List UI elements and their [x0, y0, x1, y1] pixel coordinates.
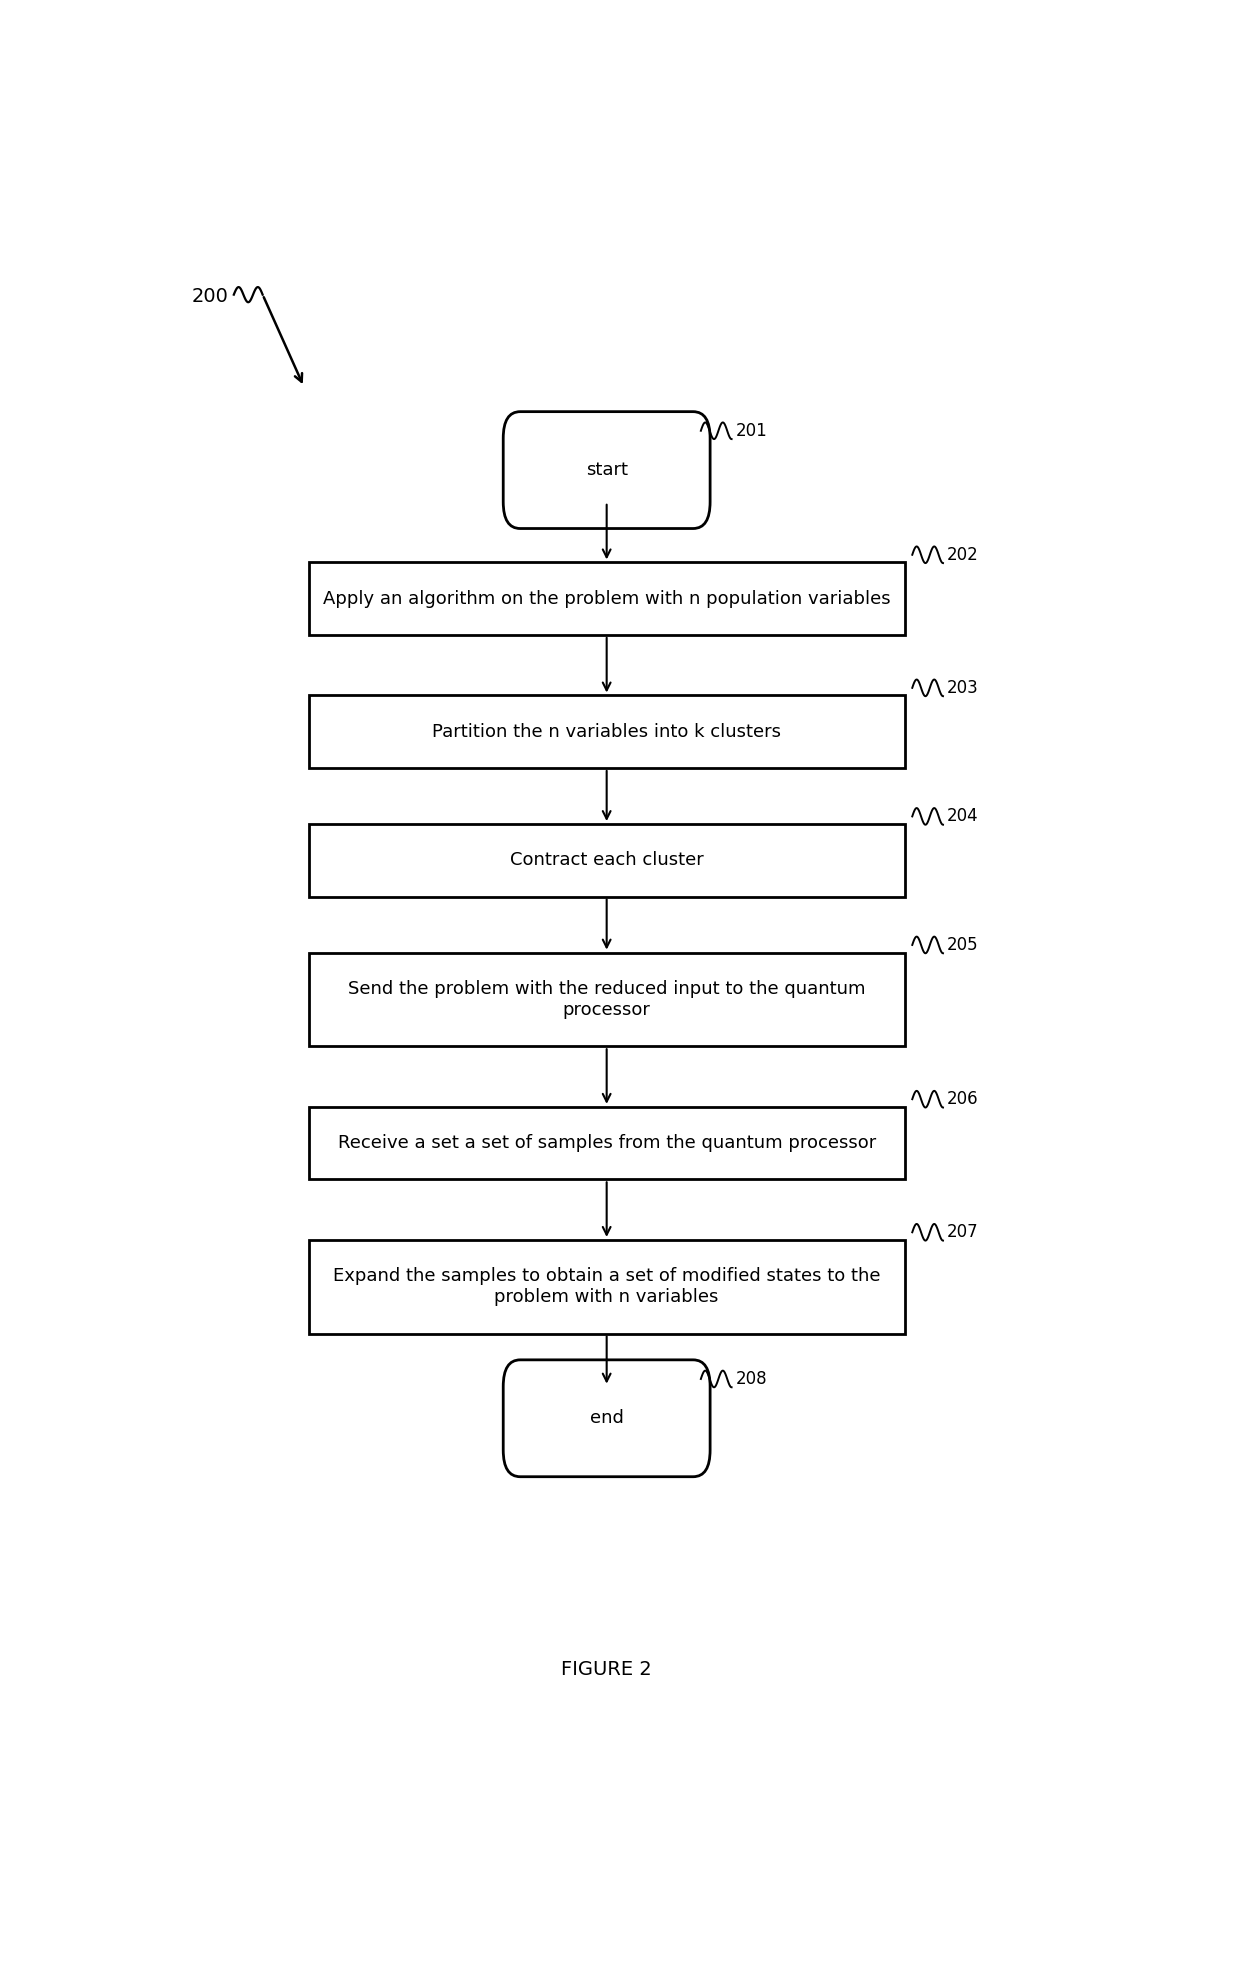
Text: Apply an algorithm on the problem with n population variables: Apply an algorithm on the problem with n…: [322, 589, 890, 607]
Bar: [309, 1239, 905, 1334]
Text: FIGURE 2: FIGURE 2: [562, 1660, 652, 1679]
Text: 208: 208: [735, 1371, 768, 1389]
Text: start: start: [585, 462, 627, 479]
Text: 201: 201: [735, 422, 768, 440]
Text: 204: 204: [947, 807, 978, 825]
Text: Partition the n variables into k clusters: Partition the n variables into k cluster…: [433, 723, 781, 740]
Text: 206: 206: [947, 1090, 978, 1108]
FancyBboxPatch shape: [503, 412, 711, 528]
Bar: [309, 695, 905, 768]
Text: Send the problem with the reduced input to the quantum
processor: Send the problem with the reduced input …: [348, 980, 866, 1019]
Text: 205: 205: [947, 937, 978, 955]
FancyBboxPatch shape: [503, 1359, 711, 1477]
Text: 203: 203: [947, 680, 978, 697]
Text: 202: 202: [947, 546, 978, 564]
Text: Receive a set a set of samples from the quantum processor: Receive a set a set of samples from the …: [337, 1133, 875, 1153]
Bar: [309, 1108, 905, 1178]
Text: end: end: [590, 1410, 624, 1428]
Text: 207: 207: [947, 1224, 978, 1241]
Text: Contract each cluster: Contract each cluster: [510, 850, 703, 870]
Text: Expand the samples to obtain a set of modified states to the
problem with n vari: Expand the samples to obtain a set of mo…: [332, 1267, 880, 1306]
Bar: [309, 953, 905, 1047]
Bar: [309, 825, 905, 896]
Text: 200: 200: [191, 287, 228, 306]
Bar: [309, 562, 905, 634]
